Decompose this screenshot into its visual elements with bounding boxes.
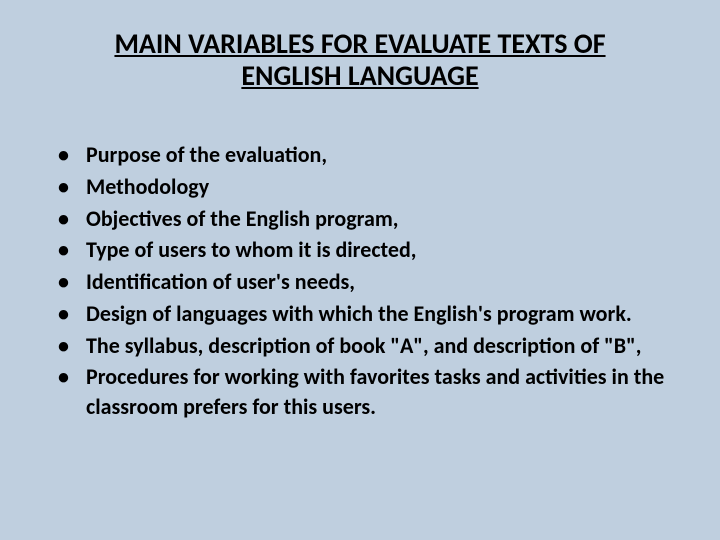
list-item: The syllabus, description of book "A", a… (58, 331, 680, 361)
list-item: Purpose of the evaluation, (58, 140, 680, 170)
bullet-text: Type of users to whom it is directed, (86, 236, 416, 263)
title-line-2: ENGLISH LANGUAGE (241, 58, 478, 93)
bullet-text: Identification of user's needs, (86, 268, 355, 295)
list-item: Identification of user's needs, (58, 267, 680, 297)
bullet-text: The syllabus, description of book "A", a… (86, 332, 641, 359)
slide: MAIN VARIABLES FOR EVALUATE TEXTS OF ENG… (0, 0, 720, 540)
list-item: Procedures for working with favorites ta… (58, 362, 680, 421)
bullet-text: Design of languages with which the Engli… (86, 300, 632, 327)
list-item: Design of languages with which the Engli… (58, 299, 680, 329)
list-item: Type of users to whom it is directed, (58, 235, 680, 265)
bullet-text: Purpose of the evaluation, (86, 141, 327, 168)
list-item: Objectives of the English program, (58, 204, 680, 234)
title-line-1: MAIN VARIABLES FOR EVALUATE TEXTS OF (114, 26, 605, 61)
bullet-text: Objectives of the English program, (86, 205, 398, 232)
bullet-list: Purpose of the evaluation, Methodology O… (40, 140, 680, 421)
slide-title: MAIN VARIABLES FOR EVALUATE TEXTS OF ENG… (40, 28, 680, 92)
bullet-text: Methodology (86, 173, 209, 200)
bullet-text: Procedures for working with favorites ta… (86, 363, 664, 420)
list-item: Methodology (58, 172, 680, 202)
